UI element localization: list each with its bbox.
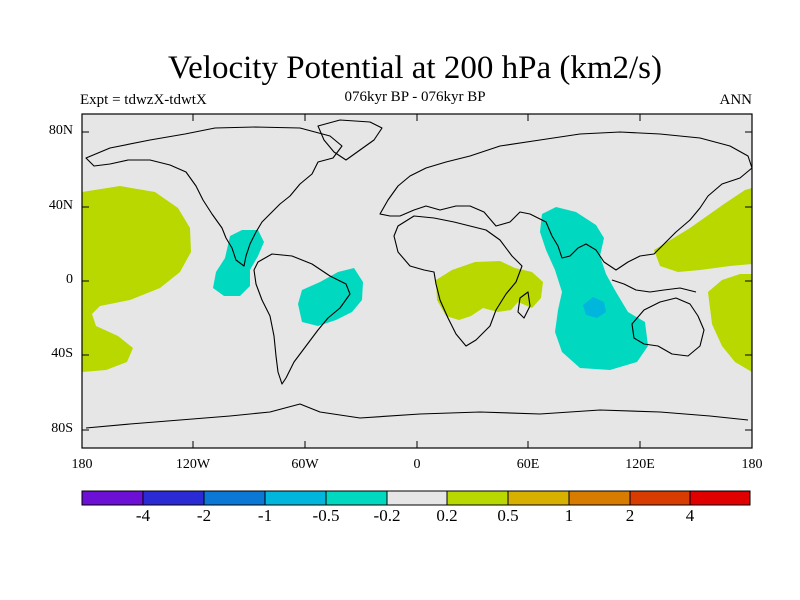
colorbar-box-7	[446, 490, 509, 506]
region-indian-ocean-core	[583, 297, 606, 318]
lon-label-120e: 120E	[625, 457, 655, 472]
experiment-label: Expt = tdwzX-tdwtX	[80, 92, 207, 108]
lon-label-120w: 120W	[175, 457, 211, 472]
coastlines	[85, 119, 753, 429]
map-title: Velocity Potential at 200 hPa (km2/s)	[167, 50, 663, 86]
colorbar-box-10	[629, 490, 691, 506]
region-africa-positive	[436, 261, 543, 320]
lat-ticks	[82, 131, 752, 431]
colorbar-box-11	[689, 490, 751, 506]
coast-madagascar	[517, 291, 531, 319]
colorbar-label: 1	[564, 506, 574, 525]
map-background	[82, 114, 752, 448]
colorbar-box-4	[264, 490, 327, 506]
coast-south-america	[253, 253, 351, 385]
colorbar-box-5	[325, 490, 388, 506]
lon-label-60e: 60E	[516, 457, 540, 472]
region-central-america-negative	[213, 230, 264, 296]
region-indian-ocean-negative	[540, 207, 648, 370]
region-central-pacific-positive	[82, 186, 191, 372]
negative-regions	[213, 207, 648, 370]
colorbar-label: -0.5	[312, 506, 340, 525]
coast-antarctica	[85, 403, 749, 429]
coast-greenland	[317, 119, 383, 161]
lat-label-40n: 40N	[48, 198, 73, 213]
region-west-pacific-north-positive	[654, 188, 752, 272]
colorbar-box-9	[568, 490, 631, 506]
positive-regions	[82, 186, 752, 372]
coast-north-america	[85, 126, 343, 267]
colorbar-label: -4	[135, 506, 151, 525]
coast-africa	[393, 215, 523, 347]
lon-label-180-right: 180	[741, 457, 763, 472]
lon-label-60w: 60W	[291, 457, 319, 472]
colorbar-label: -0.2	[373, 506, 401, 525]
colorbar-label: 2	[625, 506, 635, 525]
lat-label-0: 0	[66, 272, 73, 287]
colorbar-label: 0.2	[436, 506, 458, 525]
colorbar-label: -1	[257, 506, 273, 525]
region-south-america-negative	[298, 268, 363, 326]
colorbar-box-3	[203, 490, 266, 506]
colorbar-label: 0.5	[497, 506, 519, 525]
lat-label-40s: 40S	[51, 346, 73, 361]
lon-label-0: 0	[413, 457, 421, 472]
region-west-pacific-south-positive	[708, 274, 752, 372]
colorbar-box-6	[386, 490, 448, 506]
colorbar-label: -2	[196, 506, 212, 525]
lat-label-80s: 80S	[51, 421, 73, 436]
coast-indonesia	[611, 279, 697, 293]
colorbar-label: 4	[685, 506, 695, 525]
coast-eurasia	[379, 131, 753, 271]
colorbar	[81, 490, 751, 506]
colorbar-box-1	[81, 490, 144, 506]
map-subtitle: 076kyr BP - 076kyr BP	[344, 89, 486, 105]
colorbar-box-8	[507, 490, 570, 506]
coast-australia	[631, 297, 705, 357]
season-label: ANN	[719, 92, 753, 108]
colorbar-box-2	[142, 490, 205, 506]
lon-ticks	[81, 114, 753, 448]
lat-label-80n: 80N	[48, 123, 73, 138]
lon-label-180-left: 180	[71, 457, 93, 472]
